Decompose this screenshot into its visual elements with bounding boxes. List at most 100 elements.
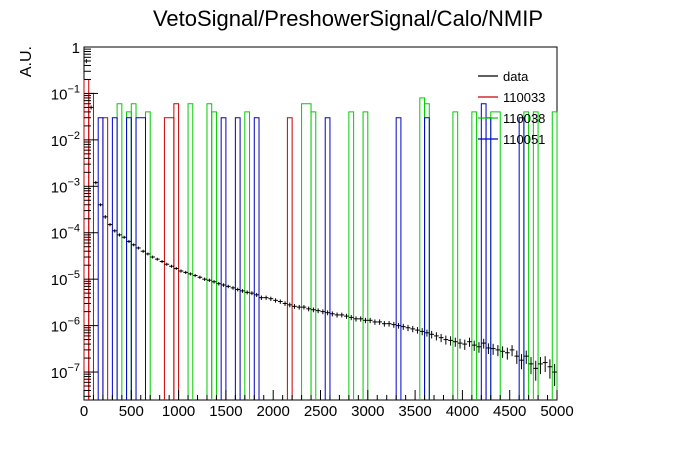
data-point — [443, 335, 449, 345]
legend-label-110051: 110051 — [503, 132, 545, 147]
histogram-bin-110038 — [551, 111, 558, 400]
y-tick-label: 1 — [72, 40, 80, 57]
data-point — [410, 326, 416, 333]
y-tick-exponent: −3 — [67, 176, 80, 188]
data-point — [538, 357, 543, 375]
y-tick-base: 10 — [51, 319, 68, 336]
data-point — [424, 329, 430, 337]
data-point — [490, 343, 496, 355]
data-point — [325, 310, 330, 316]
data-point — [448, 336, 453, 346]
data-point — [429, 330, 435, 339]
histogram-bin-110038 — [244, 111, 251, 400]
data-point — [159, 260, 165, 264]
y-tick-base: 10 — [51, 179, 68, 196]
data-point — [211, 280, 217, 284]
histogram-bin-110038 — [211, 111, 217, 400]
data-point — [452, 337, 458, 347]
legend-label-110033: 110033 — [503, 90, 545, 105]
histogram-bin-110051 — [126, 117, 132, 400]
histogram-bin-110038 — [471, 111, 478, 400]
data-point — [519, 353, 524, 370]
histogram-bin-110038 — [310, 111, 317, 400]
data-point — [547, 359, 553, 379]
data-point — [514, 350, 520, 364]
data-point — [183, 270, 189, 275]
y-tick-base: 10 — [51, 86, 68, 103]
data-point — [334, 312, 340, 318]
data-point — [216, 281, 222, 286]
data-point — [126, 239, 132, 244]
histogram-bin-110051 — [234, 117, 241, 400]
data-point — [107, 223, 113, 227]
data-point — [225, 284, 231, 289]
histogram-bars — [83, 78, 558, 400]
data-point — [273, 298, 278, 303]
data-point — [419, 328, 425, 336]
data-point — [415, 327, 420, 334]
data-point — [164, 262, 170, 266]
data-point — [117, 233, 122, 237]
data-point — [136, 246, 141, 250]
x-tick-label: 1000 — [162, 403, 195, 420]
data-point — [102, 215, 108, 219]
data-point — [206, 278, 212, 282]
data-point — [98, 203, 103, 207]
histogram-bin-110038 — [187, 103, 194, 400]
histogram-bin-110033 — [286, 117, 293, 400]
histogram-bin-110051 — [253, 117, 260, 400]
histogram-bin-110051 — [135, 117, 146, 400]
histogram-bin-110038 — [424, 103, 430, 400]
data-point — [542, 356, 548, 373]
data-point — [344, 313, 349, 319]
data-point — [457, 338, 463, 349]
data-point — [381, 321, 387, 327]
data-point — [386, 321, 392, 327]
histogram-bin-110038 — [126, 111, 132, 400]
data-point — [438, 333, 444, 343]
data-point — [471, 340, 477, 351]
data-point — [254, 292, 260, 297]
y-tick-exponent: −4 — [67, 223, 80, 235]
x-tick-label: 3000 — [351, 403, 384, 420]
data-point — [221, 283, 226, 287]
y-tick-exponent: −6 — [67, 316, 80, 328]
data-point — [391, 321, 397, 328]
data-point — [500, 346, 505, 358]
data-point — [240, 289, 245, 293]
data-point — [552, 363, 557, 387]
x-tick-label: 1500 — [209, 403, 242, 420]
chart-title: VetoSignal/PreshowerSignal/Calo/NMIP — [153, 6, 543, 31]
data-point — [486, 343, 491, 354]
axes: 0 500 1000 1500 2000 2500 3000 3500 4000 4500 5000… — [51, 40, 574, 420]
data-point — [145, 252, 151, 256]
y-tick-base: 10 — [51, 133, 68, 150]
histogram-bin-110038 — [490, 111, 501, 400]
histogram-bin-110038 — [362, 111, 369, 400]
data-point — [462, 339, 468, 350]
y-tick-label: 10−1 — [51, 83, 80, 103]
x-tick-label: 2500 — [304, 403, 337, 420]
y-tick-base: 10 — [51, 365, 68, 382]
legend: data 110033 110038 110051 — [478, 69, 545, 147]
data-point — [230, 286, 236, 290]
y-tick-label: 10−4 — [51, 223, 80, 243]
histogram-bin-110038 — [301, 103, 312, 400]
data-point — [112, 229, 118, 233]
y-tick-label: 10−6 — [51, 316, 80, 336]
histogram-bin-110051 — [485, 117, 492, 400]
data-point — [235, 287, 241, 292]
histogram-bin-110038 — [419, 97, 426, 400]
histogram-bin-110051 — [324, 117, 331, 400]
histogram-bin-110051 — [220, 117, 227, 400]
data-point — [467, 337, 472, 347]
data-point — [353, 316, 359, 322]
data-point — [197, 275, 203, 279]
x-tick-label: 0 — [80, 403, 88, 420]
data-point — [131, 243, 137, 247]
data-point — [244, 290, 250, 295]
data-point — [301, 304, 307, 310]
data-point — [169, 264, 174, 268]
data-point — [282, 301, 288, 306]
y-tick-exponent: −1 — [67, 83, 80, 95]
